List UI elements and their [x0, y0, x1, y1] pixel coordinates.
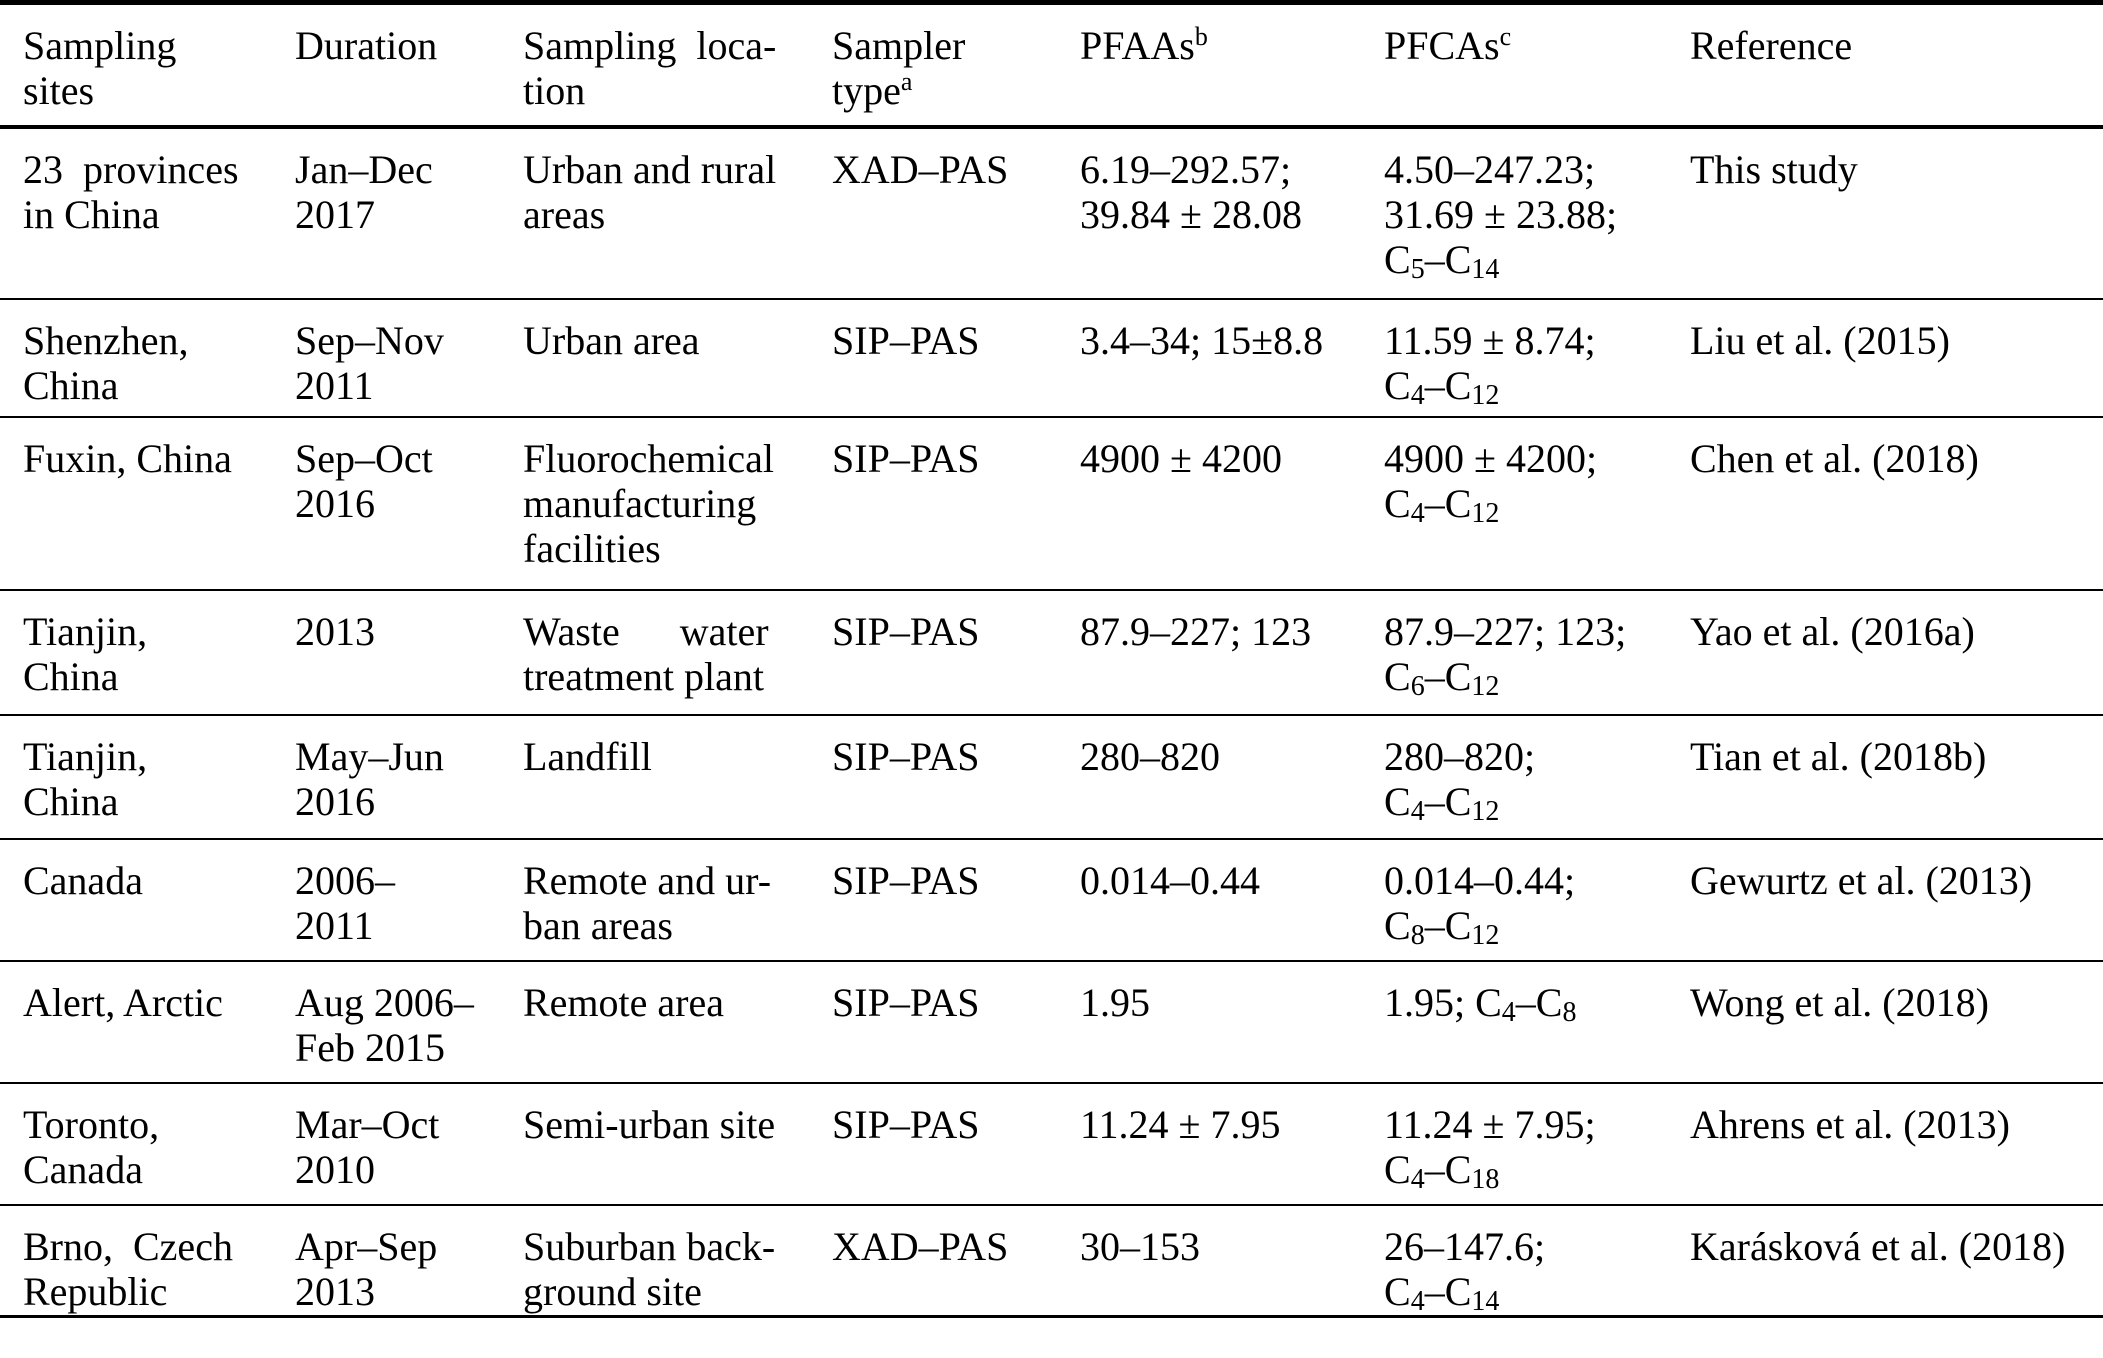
table-row: Toronto, Canada Mar–Oct 2010 Semi-urban …	[0, 1083, 2103, 1205]
column-header-sampling-location: Sampling loca- tion	[523, 23, 777, 113]
header-row: Sampling sites Duration Sampling loca- t…	[0, 3, 2103, 127]
cell-pfcas: 1.95; C4–C8	[1384, 979, 1577, 1028]
cell-reference: Liu et al. (2015)	[1690, 317, 1950, 363]
cell-reference: Tian et al. (2018b)	[1690, 733, 1987, 779]
table-row: Tianjin, China 2013 Waste water treatmen…	[0, 590, 2103, 715]
column-header-duration: Duration	[295, 23, 438, 68]
cell-duration: Aug 2006– Feb 2015	[295, 979, 474, 1070]
cell-pfaas: 87.9–227; 123	[1080, 608, 1312, 654]
cell-duration: Apr–Sep 2013	[295, 1223, 438, 1314]
cell-duration: Sep–Nov 2011	[295, 317, 444, 408]
cell-reference: This study	[1690, 146, 1858, 192]
cell-location: Remote and ur- ban areas	[523, 857, 772, 948]
cell-pfaas: 0.014–0.44	[1080, 857, 1260, 903]
cell-location: Urban and rural areas	[523, 146, 777, 237]
cell-sites: Fuxin, China	[23, 435, 232, 481]
cell-sampler: SIP–PAS	[832, 1101, 980, 1147]
cell-location: Urban area	[523, 317, 700, 363]
cell-pfaas: 11.24 ± 7.95	[1080, 1101, 1281, 1147]
cell-location: Landfill	[523, 733, 652, 779]
cell-sites: Toronto, Canada	[23, 1101, 160, 1192]
cell-pfaas: 30–153	[1080, 1223, 1200, 1269]
cell-location: Fluorochemical manufacturing facilities	[523, 435, 775, 571]
cell-sampler: SIP–PAS	[832, 435, 980, 481]
cell-reference: Wong et al. (2018)	[1690, 979, 1989, 1025]
cell-duration: 2006– 2011	[295, 857, 395, 948]
table-body: 23 provinces in China Jan–Dec 2017 Urban…	[0, 127, 2103, 1317]
cell-sampler: SIP–PAS	[832, 608, 980, 654]
cell-pfcas: 87.9–227; 123; C6–C12	[1384, 608, 1627, 702]
cell-pfaas: 6.19–292.57; 39.84 ± 28.08	[1080, 146, 1302, 237]
table-row: Shenzhen, China Sep–Nov 2011 Urban area …	[0, 299, 2103, 417]
table-row: Alert, Arctic Aug 2006– Feb 2015 Remote …	[0, 961, 2103, 1083]
cell-duration: Jan–Dec 2017	[295, 146, 433, 237]
cell-sampler: XAD–PAS	[832, 1223, 1009, 1269]
table-row: Brno, Czech Republic Apr–Sep 2013 Suburb…	[0, 1205, 2103, 1317]
cell-pfcas: 4.50–247.23; 31.69 ± 23.88; C5–C14	[1384, 146, 1618, 285]
cell-sampler: SIP–PAS	[832, 317, 980, 363]
cell-sites: Tianjin, China	[23, 608, 148, 699]
column-header-reference: Reference	[1690, 23, 1853, 68]
cell-pfcas: 11.24 ± 7.95; C4–C18	[1384, 1101, 1596, 1195]
cell-location: Semi-urban site	[523, 1101, 776, 1147]
table-row: Tianjin, China May–Jun 2016 Landfill SIP…	[0, 715, 2103, 839]
cell-duration: Mar–Oct 2010	[295, 1101, 440, 1192]
cell-sites: Tianjin, China	[23, 733, 148, 824]
cell-reference: Yao et al. (2016a)	[1690, 608, 1975, 654]
cell-sites: Alert, Arctic	[23, 979, 223, 1025]
cell-pfcas: 280–820; C4–C12	[1384, 733, 1536, 827]
cell-duration: 2013	[295, 608, 375, 654]
table-header: Sampling sites Duration Sampling loca- t…	[0, 3, 2103, 127]
column-header-sampler-type: Sampler typea	[832, 23, 966, 113]
pfas-air-comparison-table: Sampling sites Duration Sampling loca- t…	[0, 0, 2103, 1318]
cell-location: Waste water treatment plant	[523, 608, 769, 699]
cell-pfcas: 0.014–0.44; C8–C12	[1384, 857, 1576, 951]
cell-location: Remote area	[523, 979, 724, 1025]
cell-sampler: SIP–PAS	[832, 733, 980, 779]
cell-sites: Brno, Czech Republic	[23, 1223, 233, 1314]
cell-pfcas: 26–147.6; C4–C14	[1384, 1223, 1546, 1317]
cell-sampler: SIP–PAS	[832, 857, 980, 903]
column-header-pfaas: PFAAsb	[1080, 21, 1208, 68]
cell-pfcas: 4900 ± 4200; C4–C12	[1384, 435, 1598, 529]
table-row: Fuxin, China Sep–Oct 2016 Fluorochemical…	[0, 417, 2103, 590]
cell-pfaas: 3.4–34; 15±8.8	[1080, 317, 1324, 363]
cell-duration: Sep–Oct 2016	[295, 435, 433, 526]
table-row: Canada 2006– 2011 Remote and ur- ban are…	[0, 839, 2103, 961]
cell-reference: Gewurtz et al. (2013)	[1690, 857, 2033, 903]
cell-reference: Ahrens et al. (2013)	[1690, 1101, 2010, 1147]
cell-location: Suburban back- ground site	[523, 1223, 776, 1314]
cell-sites: 23 provinces in China	[23, 146, 239, 237]
cell-reference: Karásková et al. (2018)	[1690, 1223, 2066, 1269]
cell-sites: Shenzhen, China	[23, 317, 189, 408]
cell-reference: Chen et al. (2018)	[1690, 435, 1979, 481]
cell-duration: May–Jun 2016	[295, 733, 444, 824]
cell-pfaas: 280–820	[1080, 733, 1220, 779]
table-row: 23 provinces in China Jan–Dec 2017 Urban…	[0, 127, 2103, 299]
cell-sites: Canada	[23, 857, 143, 903]
cell-sampler: SIP–PAS	[832, 979, 980, 1025]
column-header-sampling-sites: Sampling sites	[23, 23, 177, 113]
cell-pfaas: 1.95	[1080, 979, 1150, 1025]
cell-pfaas: 4900 ± 4200	[1080, 435, 1282, 481]
cell-pfcas: 11.59 ± 8.74; C4–C12	[1384, 317, 1596, 411]
column-header-pfcas: PFCAsc	[1384, 21, 1512, 68]
cell-sampler: XAD–PAS	[832, 146, 1009, 192]
